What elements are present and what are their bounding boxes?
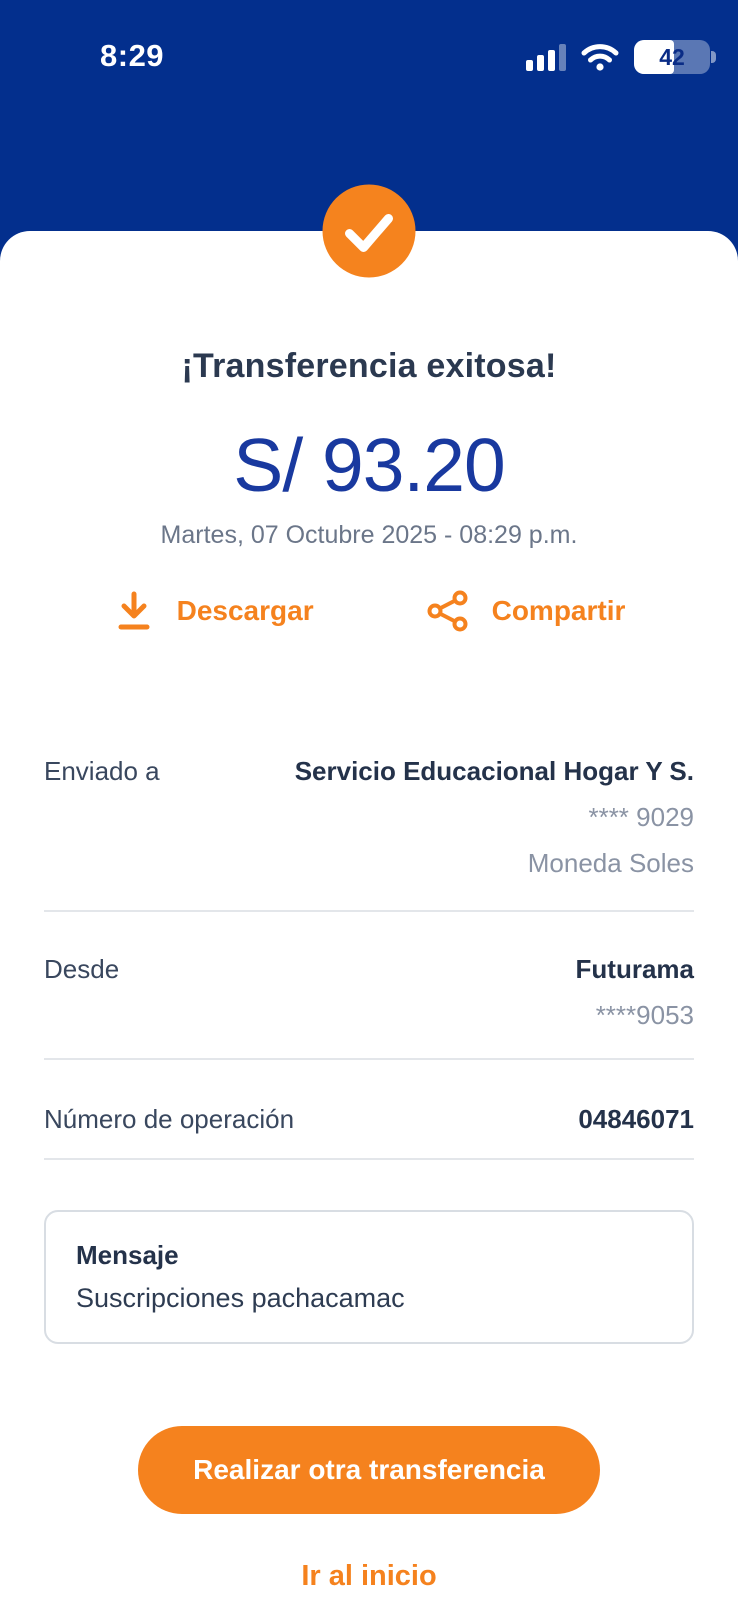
cellular-signal-icon <box>526 43 566 71</box>
origin-account-name: Futurama <box>575 954 694 984</box>
detail-row-recipient: Enviado a Servicio Educacional Hogar Y S… <box>44 748 694 912</box>
detail-row-origin: Desde Futurama ****9053 <box>44 946 694 1060</box>
origin-label: Desde <box>44 954 120 984</box>
message-label: Mensaje <box>76 1240 179 1270</box>
message-box: Mensaje Suscripciones pachacamac <box>44 1210 694 1344</box>
recipient-label: Enviado a <box>44 756 160 786</box>
detail-row-operation: Número de operación 04846071 <box>44 1096 694 1160</box>
go-home-link[interactable]: Ir al inicio <box>301 1560 437 1592</box>
status-bar: 8:29 42 <box>0 0 738 110</box>
status-icons: 42 <box>526 40 716 74</box>
share-icon <box>426 589 470 633</box>
message-text: Suscripciones pachacamac <box>76 1283 405 1313</box>
recipient-currency: Moneda Soles <box>527 848 694 878</box>
share-button[interactable]: Compartir <box>426 589 626 633</box>
wifi-icon <box>581 43 619 71</box>
transfer-amount: S/ 93.20 <box>233 423 505 507</box>
download-button[interactable]: Descargar <box>113 589 314 633</box>
battery-icon: 42 <box>634 40 716 74</box>
recipient-account: **** 9029 <box>588 802 694 832</box>
download-icon <box>113 589 155 633</box>
transfer-datetime: Martes, 07 Octubre 2025 - 08:29 p.m. <box>160 521 578 549</box>
battery-percentage: 42 <box>659 43 685 70</box>
success-check-icon <box>322 184 416 278</box>
operation-number: 04846071 <box>578 1104 694 1134</box>
recipient-name: Servicio Educacional Hogar Y S. <box>294 756 694 786</box>
transfer-details: Enviado a Servicio Educacional Hogar Y S… <box>44 748 694 1160</box>
action-row: Descargar Compartir <box>0 588 738 634</box>
origin-account-number: ****9053 <box>595 1000 694 1030</box>
new-transfer-button[interactable]: Realizar otra transferencia <box>138 1426 600 1514</box>
download-label: Descargar <box>176 595 314 626</box>
page-title: ¡Transferencia exitosa! <box>181 347 557 385</box>
share-label: Compartir <box>491 595 626 626</box>
result-card: ¡Transferencia exitosa! S/ 93.20 Martes,… <box>0 184 738 1600</box>
status-time: 8:29 <box>100 38 165 73</box>
operation-label: Número de operación <box>44 1104 295 1134</box>
